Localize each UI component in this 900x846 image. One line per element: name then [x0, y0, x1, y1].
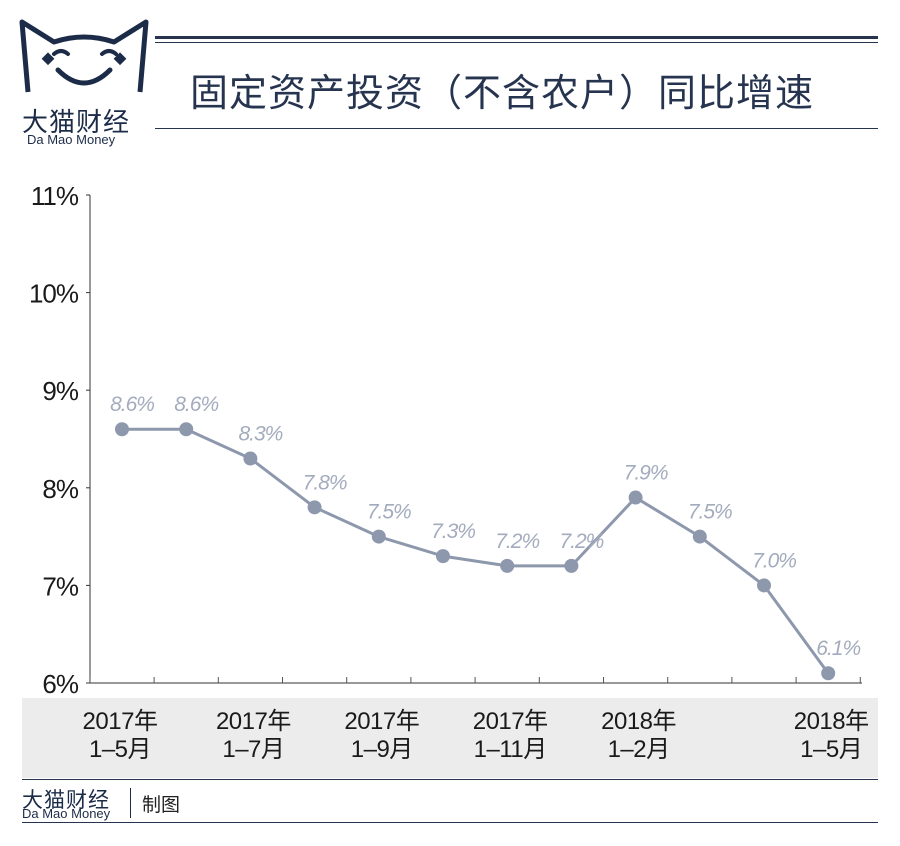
data-point — [115, 422, 129, 437]
data-label: 6.1% — [816, 637, 860, 660]
data-point — [692, 529, 707, 544]
data-label: 7.2% — [559, 530, 603, 553]
data-label: 8.6% — [174, 393, 218, 416]
data-label: 7.0% — [752, 549, 796, 572]
y-tick-label: 6% — [42, 669, 78, 699]
series-line — [122, 427, 830, 675]
x-tick-label: 2017年 1–5月 — [72, 708, 168, 764]
page-title: 固定资产投资（不含农户）同比增速 — [190, 71, 815, 115]
data-label: 8.3% — [238, 423, 282, 446]
x-tick-label: 2017年 1–11月 — [462, 708, 558, 764]
data-label: 7.8% — [303, 471, 347, 494]
y-tick-label: 7% — [42, 571, 78, 601]
y-tick-label: 10% — [29, 279, 79, 309]
header-rule-top-thin — [155, 42, 878, 43]
data-label: 7.5% — [688, 501, 732, 524]
data-label: 7.9% — [624, 462, 668, 485]
x-tick-period: 1–11月 — [473, 736, 548, 763]
x-tick-label: 2017年 1–9月 — [334, 708, 430, 764]
footer-logo-en: Da Mao Money — [22, 806, 111, 821]
data-point — [436, 549, 450, 564]
data-label: 7.2% — [495, 530, 539, 553]
x-tick-year: 2018年 — [601, 708, 677, 735]
data-label: 8.6% — [110, 393, 154, 416]
x-tick-year: 2017年 — [82, 708, 158, 735]
x-tick-year: 2017年 — [472, 708, 548, 735]
data-label: 7.5% — [367, 501, 411, 524]
data-point — [628, 490, 643, 505]
footer-logo-cn: 大猫财经 — [22, 788, 110, 812]
y-tick-label: 11% — [31, 181, 79, 211]
logo-text-en: Da Mao Money — [27, 132, 116, 147]
x-tick-period: 1–5月 — [88, 736, 152, 763]
x-tick-label: 2018年 1–2月 — [591, 708, 687, 764]
x-axis-label-band — [22, 698, 878, 778]
x-tick-label: 2017年 1–7月 — [205, 708, 301, 764]
data-point — [243, 451, 258, 466]
footer-note: 制图 — [142, 794, 181, 816]
header-rule-top — [155, 36, 878, 39]
data-point — [307, 500, 322, 515]
x-tick-period: 1–5月 — [800, 736, 863, 763]
y-tick-label: 8% — [42, 474, 78, 504]
data-point — [371, 529, 386, 544]
footer-rule-bottom — [22, 822, 878, 823]
x-tick-period: 1–7月 — [222, 736, 285, 763]
x-tick-year: 2017年 — [215, 708, 291, 735]
data-label: 7.3% — [431, 520, 475, 543]
data-point — [179, 422, 194, 437]
cat-logo-icon — [19, 19, 149, 93]
x-tick-year: 2017年 — [344, 708, 420, 735]
data-point — [757, 578, 771, 593]
x-tick-period: 1–2月 — [607, 736, 671, 763]
footer-rule-top — [22, 779, 878, 780]
data-point — [500, 558, 515, 573]
x-tick-year: 2018年 — [793, 708, 869, 735]
y-tick-label: 9% — [42, 376, 78, 406]
x-tick-label: 2018年 1–5月 — [783, 708, 879, 764]
header-rule-bottom — [155, 128, 878, 129]
data-point — [564, 558, 579, 573]
footer-separator — [130, 788, 131, 818]
x-tick-period: 1–9月 — [350, 736, 414, 763]
logo-text-cn: 大猫财经 — [22, 108, 131, 138]
data-point — [821, 666, 836, 681]
